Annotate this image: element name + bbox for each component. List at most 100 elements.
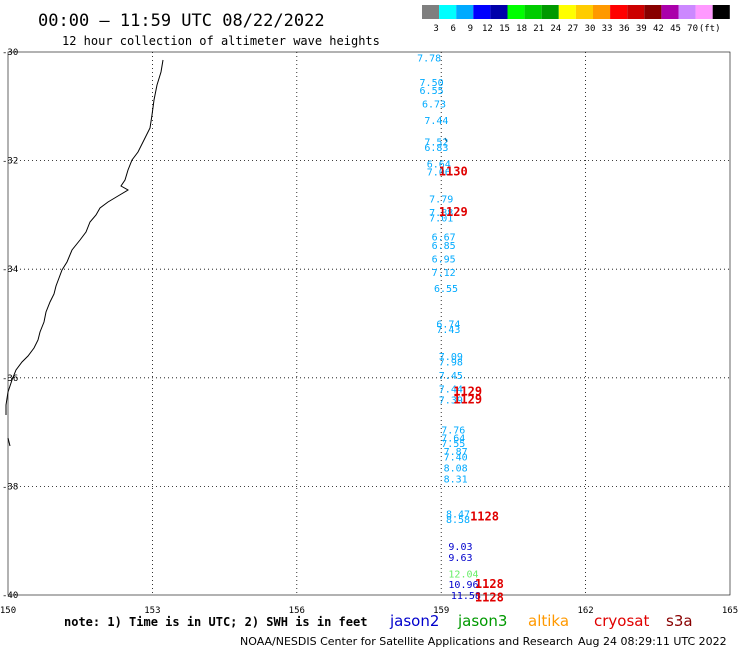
lon-tick-label: 156 xyxy=(289,606,305,616)
scale-swatch xyxy=(610,5,628,19)
lat-tick-label: -32 xyxy=(2,157,18,167)
scale-label: (ft) xyxy=(699,24,721,34)
wave-height-label: 6.95 xyxy=(432,254,456,265)
wave-height-label: 10.96 xyxy=(448,580,478,591)
time-label: 1129 xyxy=(453,384,482,398)
satellite-s3a: s3a xyxy=(666,612,693,630)
lat-tick-label: -30 xyxy=(2,48,18,58)
wave-height-label: 6.55 xyxy=(420,86,444,97)
footer-agency: NOAA/NESDIS Center for Satellite Applica… xyxy=(240,635,573,648)
scale-label: 27 xyxy=(567,24,578,34)
scale-swatch xyxy=(473,5,491,19)
wave-height-label: 7.50 xyxy=(420,78,444,89)
scale-label: 39 xyxy=(636,24,647,34)
coastline-icon xyxy=(5,59,164,415)
wave-height-label: 8.58 xyxy=(446,515,470,526)
scale-swatch xyxy=(558,5,576,19)
wave-height-label: 7.52 xyxy=(424,138,448,149)
wave-height-label: 7.64 xyxy=(441,434,465,445)
wave-height-label: 6.67 xyxy=(432,233,456,244)
satellite-altika: altika xyxy=(528,612,569,630)
wave-height-label: 8.47 xyxy=(446,510,470,521)
lon-tick-label: 150 xyxy=(0,606,16,616)
lat-tick-label: -38 xyxy=(2,482,18,492)
color-scale: 3 6 9 12 15 18 21 24 27 30 33 36 39 42 45 70 (ft) xyxy=(422,5,730,34)
wave-height-label: 6.73 xyxy=(422,100,446,111)
time-label: 1129 xyxy=(453,393,482,407)
wave-height-label: 7.06 xyxy=(427,167,451,178)
scale-label: 9 xyxy=(468,24,473,34)
time-label: 1129 xyxy=(439,205,468,219)
time-label: 1128 xyxy=(475,577,504,591)
scale-swatch xyxy=(541,5,559,19)
lat-tick-label: -36 xyxy=(2,374,18,384)
wave-height-label: 7.12 xyxy=(432,268,456,279)
lon-tick-label: 162 xyxy=(577,606,593,616)
island-icon xyxy=(7,137,448,447)
wave-height-label: 7.39 xyxy=(439,396,463,407)
wave-height-label: 7.87 xyxy=(444,447,468,458)
wave-height-label: 6.85 xyxy=(432,241,456,252)
scale-swatch xyxy=(695,5,713,19)
wave-height-label: 11.58 xyxy=(451,591,481,602)
wave-height-label: 7.98 xyxy=(439,358,463,369)
lon-tick-label: 165 xyxy=(722,606,738,616)
scale-label: 18 xyxy=(516,24,527,34)
satellite-jason3: jason3 xyxy=(457,612,507,630)
scale-label: 21 xyxy=(533,24,544,34)
scale-swatch xyxy=(661,5,679,19)
time-label: 1130 xyxy=(439,164,468,178)
footer-timestamp: Aug 24 08:29:11 UTC 2022 xyxy=(578,635,727,648)
scale-swatch xyxy=(456,5,474,19)
wave-height-label: 6.64 xyxy=(427,159,451,170)
wave-height-label: 7.44 xyxy=(424,116,448,127)
scale-label: 15 xyxy=(499,24,510,34)
time-label: 1128 xyxy=(475,591,504,605)
satellite-cryosat: cryosat xyxy=(594,612,649,630)
scale-swatch xyxy=(439,5,457,19)
wave-height-label: 9.63 xyxy=(448,553,472,564)
satellite-legend: jason2 jason3 altika cryosat s3a xyxy=(389,612,693,630)
scale-swatch xyxy=(524,5,542,19)
scale-label: 33 xyxy=(602,24,613,34)
scale-label: 30 xyxy=(585,24,596,34)
scale-label: 24 xyxy=(550,24,561,34)
scale-label: 6 xyxy=(450,24,455,34)
scale-label: 36 xyxy=(619,24,630,34)
wave-height-label: 8.08 xyxy=(444,463,468,474)
wave-height-label: 7.88 xyxy=(429,208,453,219)
scale-label: 45 xyxy=(670,24,681,34)
wave-height-label: 12.04 xyxy=(448,569,478,580)
observation-values: 7.787.506.556.737.447.526.836.647.067.79… xyxy=(417,53,481,602)
wave-height-label: 7.76 xyxy=(441,425,465,436)
wave-height-label: 7.44 xyxy=(439,385,463,396)
wave-height-label: 6.74 xyxy=(436,320,460,331)
scale-label: 70 xyxy=(687,24,698,34)
wave-height-label: 9.03 xyxy=(448,542,472,553)
scale-label: 12 xyxy=(482,24,493,34)
wave-height-label: 7.78 xyxy=(417,53,441,64)
lat-tick-label: -34 xyxy=(2,265,18,275)
scale-swatch xyxy=(593,5,611,19)
scale-swatch xyxy=(575,5,593,19)
lon-tick-label: 159 xyxy=(433,606,449,616)
wave-height-label: 7.40 xyxy=(444,453,468,464)
scale-swatch xyxy=(490,5,508,19)
wave-height-label: 7.55 xyxy=(441,439,465,450)
scale-swatch xyxy=(712,5,730,19)
legend-note: note: 1) Time is in UTC; 2) SWH is in fe… xyxy=(64,615,367,629)
scale-swatch xyxy=(644,5,662,19)
lon-tick-label: 153 xyxy=(144,606,160,616)
lat-tick-label: -40 xyxy=(2,591,18,601)
scale-label: 3 xyxy=(433,24,438,34)
wave-height-label: 7.09 xyxy=(439,352,463,363)
wave-height-label: 6.55 xyxy=(434,284,458,295)
scale-swatch xyxy=(507,5,525,19)
map-frame xyxy=(7,51,731,596)
scale-swatch xyxy=(678,5,696,19)
wave-height-label: 6.83 xyxy=(424,143,448,154)
lat-lon-grid: 150 153 156 159 162 165 -30 -32 -34 -36 -38 -40 xyxy=(0,48,738,616)
map-subtitle: 12 hour collection of altimeter wave hei… xyxy=(62,34,380,48)
